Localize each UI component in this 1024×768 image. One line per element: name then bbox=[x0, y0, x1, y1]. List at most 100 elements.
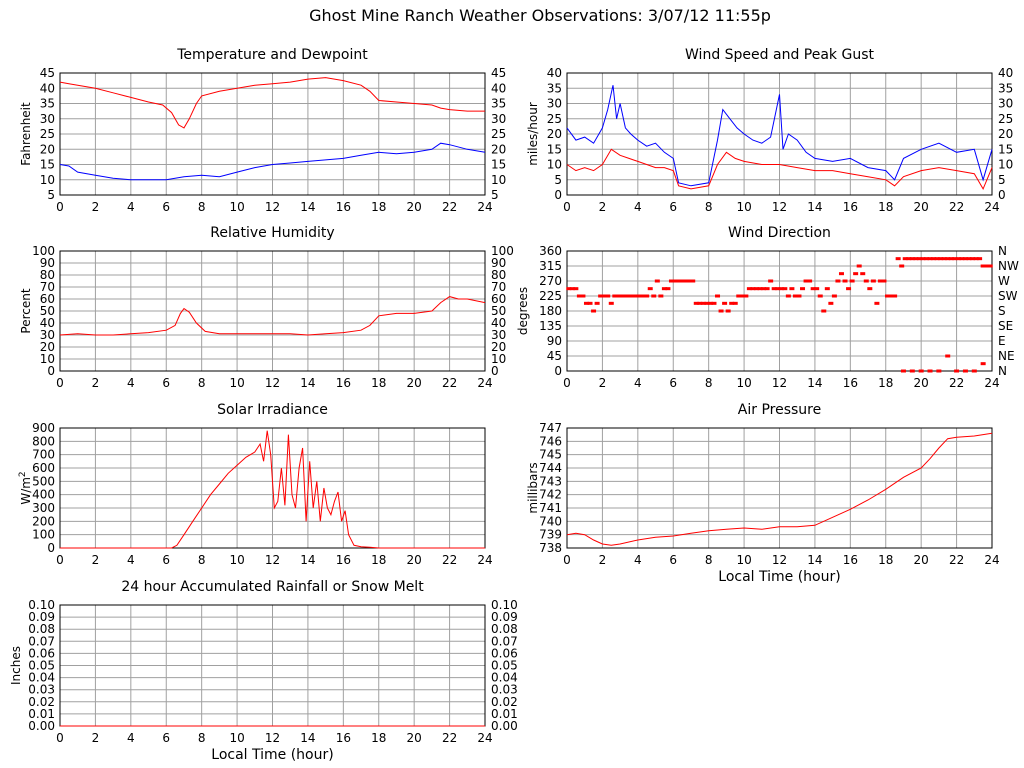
y-tick-label: 90 bbox=[547, 334, 562, 348]
data-point bbox=[856, 264, 862, 268]
chart-title: 24 hour Accumulated Rainfall or Snow Mel… bbox=[121, 579, 424, 595]
y-tick-label: 743 bbox=[539, 474, 562, 488]
data-point bbox=[757, 287, 763, 291]
x-tick-label: 16 bbox=[336, 376, 351, 390]
x-tick-label: 12 bbox=[265, 376, 280, 390]
y-tick-label: 25 bbox=[547, 112, 562, 126]
x-tick-label: 10 bbox=[736, 376, 751, 390]
y-tick-label: 745 bbox=[539, 448, 562, 462]
data-point bbox=[725, 309, 731, 313]
y-tick-label-right: 25 bbox=[491, 127, 506, 141]
x-tick-label: 8 bbox=[198, 731, 206, 745]
data-point bbox=[962, 369, 968, 373]
y-tick-label-right: 50 bbox=[491, 304, 506, 318]
y-tick-label-right: 5 bbox=[491, 188, 499, 202]
x-tick-label: 4 bbox=[127, 731, 135, 745]
data-point bbox=[746, 287, 752, 291]
x-tick-label: 0 bbox=[563, 553, 571, 567]
data-point bbox=[877, 279, 883, 283]
y-tick-label-right: 60 bbox=[491, 292, 506, 306]
data-point bbox=[870, 279, 876, 283]
data-point bbox=[860, 272, 866, 276]
x-tick-label: 18 bbox=[878, 376, 893, 390]
data-point bbox=[842, 279, 848, 283]
data-point bbox=[927, 369, 933, 373]
y-tick-label: 45 bbox=[40, 66, 55, 80]
x-tick-label: 12 bbox=[265, 731, 280, 745]
data-point bbox=[683, 279, 689, 283]
y-tick-label: 360 bbox=[539, 244, 562, 258]
compass-label: E bbox=[998, 334, 1006, 348]
y-tick-label-right: 20 bbox=[998, 127, 1013, 141]
data-point bbox=[633, 294, 639, 298]
y-tick-label: 0.04 bbox=[28, 671, 55, 685]
y-axis-label: Fahrenheit bbox=[19, 102, 33, 166]
data-point bbox=[785, 294, 791, 298]
chart-title: Solar Irradiance bbox=[217, 402, 328, 418]
x-tick-label: 14 bbox=[300, 200, 315, 214]
x-tick-label: 2 bbox=[92, 200, 100, 214]
x-tick-label: 6 bbox=[669, 376, 677, 390]
y-tick-label: 40 bbox=[547, 66, 562, 80]
page-title: Ghost Mine Ranch Weather Observations: 3… bbox=[309, 6, 771, 25]
y-tick-label-right: 0 bbox=[491, 364, 499, 378]
x-tick-label: 0 bbox=[56, 200, 64, 214]
x-tick-label: 22 bbox=[949, 553, 964, 567]
y-tick-label: 90 bbox=[40, 256, 55, 270]
y-tick-label: 740 bbox=[539, 514, 562, 528]
y-tick-label: 35 bbox=[40, 97, 55, 111]
y-tick-label: 800 bbox=[32, 434, 55, 448]
data-point bbox=[902, 257, 908, 261]
data-point bbox=[722, 301, 728, 305]
data-point bbox=[771, 287, 777, 291]
data-point bbox=[587, 301, 593, 305]
data-point bbox=[909, 369, 915, 373]
x-tick-label: 18 bbox=[371, 553, 386, 567]
data-point bbox=[690, 279, 696, 283]
data-point bbox=[980, 264, 986, 268]
data-point bbox=[913, 257, 919, 261]
plot-frame bbox=[566, 250, 993, 372]
y-tick-label-right: 30 bbox=[491, 328, 506, 342]
data-point bbox=[824, 287, 830, 291]
data-point bbox=[693, 301, 699, 305]
chart-title: Wind Direction bbox=[728, 225, 831, 241]
x-tick-label: 2 bbox=[599, 200, 607, 214]
y-tick-label-right: 0 bbox=[998, 188, 1006, 202]
x-tick-label: 8 bbox=[705, 200, 713, 214]
y-tick-label: 10 bbox=[40, 173, 55, 187]
data-point bbox=[885, 294, 891, 298]
y-tick-label: 30 bbox=[40, 112, 55, 126]
data-point bbox=[672, 279, 678, 283]
compass-label: S bbox=[998, 304, 1006, 318]
x-tick-label: 20 bbox=[407, 553, 422, 567]
data-point bbox=[707, 301, 713, 305]
data-point bbox=[647, 287, 653, 291]
data-point bbox=[789, 287, 795, 291]
data-point bbox=[945, 354, 951, 358]
x-tick-label: 20 bbox=[914, 553, 929, 567]
x-tick-label: 16 bbox=[336, 553, 351, 567]
data-point bbox=[814, 287, 820, 291]
y-tick-label: 0.00 bbox=[28, 719, 55, 733]
y-tick-label-right: 40 bbox=[998, 66, 1013, 80]
data-point bbox=[931, 257, 937, 261]
y-tick-label: 50 bbox=[40, 304, 55, 318]
chart-title: Wind Speed and Peak Gust bbox=[685, 47, 874, 63]
x-tick-label: 4 bbox=[127, 200, 135, 214]
data-point bbox=[598, 294, 604, 298]
data-point bbox=[750, 287, 756, 291]
y-tick-label: 746 bbox=[539, 434, 562, 448]
x-tick-label: 24 bbox=[984, 376, 999, 390]
plot-frame bbox=[59, 250, 486, 372]
y-tick-label-right: 20 bbox=[491, 142, 506, 156]
y-tick-label-right: 40 bbox=[491, 81, 506, 95]
x-tick-label: 18 bbox=[371, 731, 386, 745]
data-point bbox=[764, 287, 770, 291]
x-tick-label: 2 bbox=[92, 731, 100, 745]
data-point bbox=[715, 294, 721, 298]
y-tick-label: 0.06 bbox=[28, 646, 55, 660]
